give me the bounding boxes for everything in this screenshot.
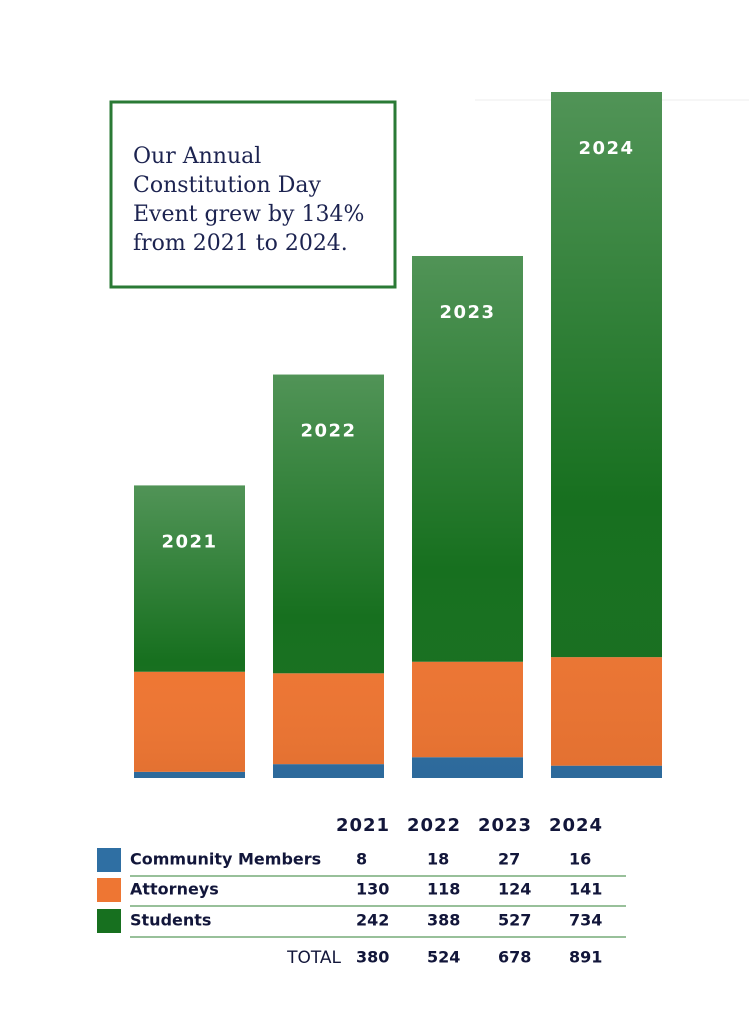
table-header: 2022 [407,815,461,836]
legend-label: Students [130,911,211,930]
total-value: 678 [498,948,531,967]
bars: 2021 2022 2023 2024 [134,92,662,778]
legend-swatch [97,848,121,872]
total-label: TOTAL [286,948,341,968]
bar-shade [273,374,384,778]
table-value: 118 [427,880,460,899]
bar-label: 2024 [578,138,634,159]
legend-label: Community Members [130,850,321,869]
bar-label: 2022 [300,421,356,442]
table-value: 734 [569,911,602,930]
annotation-box [109,100,397,289]
annotation-line: Our Annual [133,144,261,169]
table-value: 242 [356,911,389,930]
total-value: 524 [427,948,460,967]
table-header: 2024 [549,815,603,836]
annotation-line: from 2021 to 2024. [133,231,348,256]
table-value: 27 [498,850,520,869]
bar-label: 2023 [439,302,495,323]
total-value: 380 [356,948,389,967]
table-value: 8 [356,850,367,869]
annotation-line: Event grew by 134% [133,202,364,227]
legend-swatch [97,909,121,933]
table-header: 2023 [478,815,532,836]
annotation-line: Constitution Day [133,173,321,198]
bar-label: 2021 [161,531,217,552]
table-header: 2021 [336,815,390,836]
table-value: 527 [498,911,531,930]
table-value: 18 [427,850,449,869]
table-value: 130 [356,880,389,899]
legend-label: Attorneys [130,880,219,899]
table-value: 16 [569,850,591,869]
annotation: Our Annual Constitution Day Event grew by … [133,144,364,256]
table-value: 141 [569,880,602,899]
bar-shade [551,92,662,778]
legend-swatch [97,878,121,902]
table-value: 124 [498,880,531,899]
data-table: 2021 2022 2023 2024 Community Members 8 18 27 16… [97,815,626,968]
table-value: 388 [427,911,460,930]
total-value: 891 [569,948,602,967]
bar-shade [134,485,245,778]
bar-shade [412,255,523,778]
